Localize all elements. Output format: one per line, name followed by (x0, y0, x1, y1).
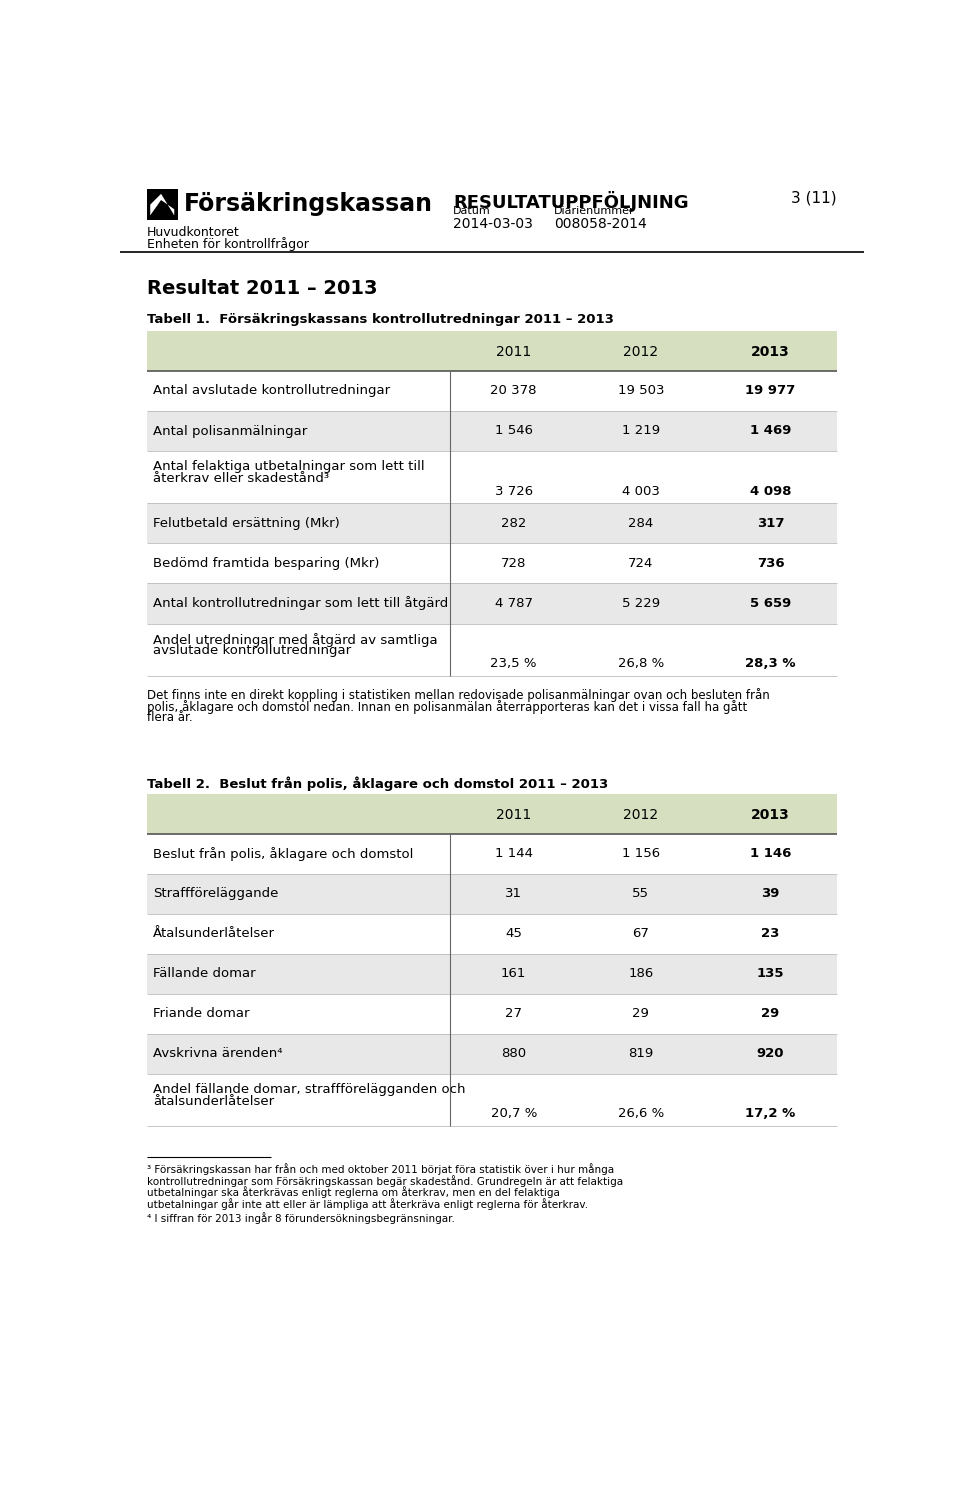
Text: 819: 819 (628, 1047, 654, 1060)
Text: 29: 29 (761, 1007, 780, 1020)
Text: 282: 282 (501, 517, 526, 529)
Text: 317: 317 (756, 517, 784, 529)
Text: Antal avslutade kontrollutredningar: Antal avslutade kontrollutredningar (154, 385, 391, 397)
Text: 20,7 %: 20,7 % (491, 1108, 537, 1121)
Text: 1 546: 1 546 (494, 424, 533, 437)
Bar (147, 794, 837, 834)
Text: Avskrivna ärenden⁴: Avskrivna ärenden⁴ (154, 1047, 283, 1060)
Text: 28,3 %: 28,3 % (745, 657, 796, 671)
Text: Felutbetald ersättning (Mkr): Felutbetald ersättning (Mkr) (154, 517, 340, 529)
Text: Det finns inte en direkt koppling i statistiken mellan redovisade polisanmälning: Det finns inte en direkt koppling i stat… (147, 688, 770, 702)
Text: Åtalsunderlåtelser: Åtalsunderlåtelser (154, 928, 276, 940)
Text: 3 726: 3 726 (494, 485, 533, 498)
Text: 29: 29 (633, 1007, 649, 1020)
Text: 19 503: 19 503 (617, 385, 664, 397)
Text: 2011: 2011 (496, 809, 531, 822)
Text: 31: 31 (505, 888, 522, 900)
Text: 135: 135 (756, 968, 784, 980)
Bar (147, 583, 837, 623)
Bar (147, 1033, 837, 1074)
Text: 1 156: 1 156 (622, 848, 660, 861)
Bar (147, 874, 837, 915)
Text: flera år.: flera år. (147, 711, 193, 724)
Text: 55: 55 (633, 888, 649, 900)
Text: 3 (11): 3 (11) (791, 190, 837, 205)
Text: 4 787: 4 787 (494, 596, 533, 610)
Text: 27: 27 (505, 1007, 522, 1020)
Text: 008058-2014: 008058-2014 (554, 217, 647, 230)
Text: Friande domar: Friande domar (154, 1007, 250, 1020)
Text: Beslut från polis, åklagare och domstol: Beslut från polis, åklagare och domstol (154, 846, 414, 861)
Text: ⁴ I siffran för 2013 ingår 8 förundersökningsbegränsningar.: ⁴ I siffran för 2013 ingår 8 förundersök… (147, 1212, 455, 1224)
Text: Antal kontrollutredningar som lett till åtgärd: Antal kontrollutredningar som lett till … (154, 596, 448, 611)
Text: 26,6 %: 26,6 % (617, 1108, 664, 1121)
Text: 2013: 2013 (752, 809, 790, 822)
Text: Andel utredningar med åtgärd av samtliga: Andel utredningar med åtgärd av samtliga (154, 633, 438, 647)
Text: 23: 23 (761, 928, 780, 940)
Bar (147, 410, 837, 451)
Text: 880: 880 (501, 1047, 526, 1060)
Text: utbetalningar går inte att eller är lämpliga att återkräva enligt reglerna för å: utbetalningar går inte att eller är lämp… (147, 1199, 588, 1210)
Text: 45: 45 (505, 928, 522, 940)
Text: 26,8 %: 26,8 % (617, 657, 664, 671)
Text: Försäkringskassan: Försäkringskassan (184, 192, 433, 216)
Text: 4 098: 4 098 (750, 485, 791, 498)
Text: 1 469: 1 469 (750, 424, 791, 437)
Text: 39: 39 (761, 888, 780, 900)
Text: 20 378: 20 378 (491, 385, 537, 397)
Text: 23,5 %: 23,5 % (491, 657, 537, 671)
Text: 17,2 %: 17,2 % (746, 1108, 796, 1121)
Text: 186: 186 (628, 968, 654, 980)
Text: Antal polisanmälningar: Antal polisanmälningar (154, 424, 307, 437)
Text: 2012: 2012 (623, 345, 659, 360)
Text: 1 144: 1 144 (494, 848, 533, 861)
Text: Tabell 2.  Beslut från polis, åklagare och domstol 2011 – 2013: Tabell 2. Beslut från polis, åklagare oc… (147, 776, 609, 791)
Text: Straffföreläggande: Straffföreläggande (154, 888, 278, 900)
Text: 5 659: 5 659 (750, 596, 791, 610)
Text: avslutade kontrollutredningar: avslutade kontrollutredningar (154, 644, 351, 657)
Text: 284: 284 (628, 517, 654, 529)
Text: 2013: 2013 (752, 345, 790, 360)
Text: åtalsunderlåtelser: åtalsunderlåtelser (154, 1094, 275, 1108)
Text: Fällande domar: Fällande domar (154, 968, 256, 980)
Text: 67: 67 (633, 928, 649, 940)
Text: 19 977: 19 977 (746, 385, 796, 397)
Text: Bedömd framtida besparing (Mkr): Bedömd framtida besparing (Mkr) (154, 558, 380, 570)
Text: Resultat 2011 – 2013: Resultat 2011 – 2013 (147, 278, 377, 297)
Text: 5 229: 5 229 (622, 596, 660, 610)
Text: Huvudkontoret: Huvudkontoret (147, 226, 240, 239)
Text: Tabell 1.  Försäkringskassans kontrollutredningar 2011 – 2013: Tabell 1. Försäkringskassans kontrollutr… (147, 314, 614, 326)
Text: Diarienummer: Diarienummer (554, 207, 635, 216)
Text: 920: 920 (756, 1047, 784, 1060)
Polygon shape (150, 193, 175, 216)
Text: 724: 724 (628, 558, 654, 570)
Text: ³ Försäkringskassan har från och med oktober 2011 börjat föra statistik över i h: ³ Försäkringskassan har från och med okt… (147, 1163, 614, 1175)
Text: 2014-03-03: 2014-03-03 (453, 217, 533, 230)
Text: 1 146: 1 146 (750, 848, 791, 861)
Text: polis, åklagare och domstol nedan. Innan en polisanmälan återrapporteras kan det: polis, åklagare och domstol nedan. Innan… (147, 700, 748, 714)
Bar (147, 189, 179, 220)
Bar (147, 504, 837, 543)
Text: återkrav eller skadestånd³: återkrav eller skadestånd³ (154, 471, 329, 485)
Bar (147, 332, 837, 370)
Text: 2012: 2012 (623, 809, 659, 822)
Text: Andel fällande domar, straffförelägganden och: Andel fällande domar, straffföreläggande… (154, 1083, 466, 1096)
Bar (147, 953, 837, 993)
Text: 1 219: 1 219 (622, 424, 660, 437)
Text: 4 003: 4 003 (622, 485, 660, 498)
Text: 2011: 2011 (496, 345, 531, 360)
Text: Datum: Datum (453, 207, 491, 216)
Text: kontrollutredningar som Försäkringskassan begär skadestånd. Grundregeln är att f: kontrollutredningar som Försäkringskassa… (147, 1175, 623, 1187)
Text: Enheten för kontrollfrågor: Enheten för kontrollfrågor (147, 236, 309, 251)
Text: RESULTATUPPFÖLJNING: RESULTATUPPFÖLJNING (453, 190, 689, 211)
Text: 736: 736 (756, 558, 784, 570)
Text: 728: 728 (501, 558, 526, 570)
Text: 161: 161 (501, 968, 526, 980)
Text: utbetalningar ska återkrävas enligt reglerna om återkrav, men en del felaktiga: utbetalningar ska återkrävas enligt regl… (147, 1187, 560, 1199)
Text: Antal felaktiga utbetalningar som lett till: Antal felaktiga utbetalningar som lett t… (154, 461, 425, 473)
